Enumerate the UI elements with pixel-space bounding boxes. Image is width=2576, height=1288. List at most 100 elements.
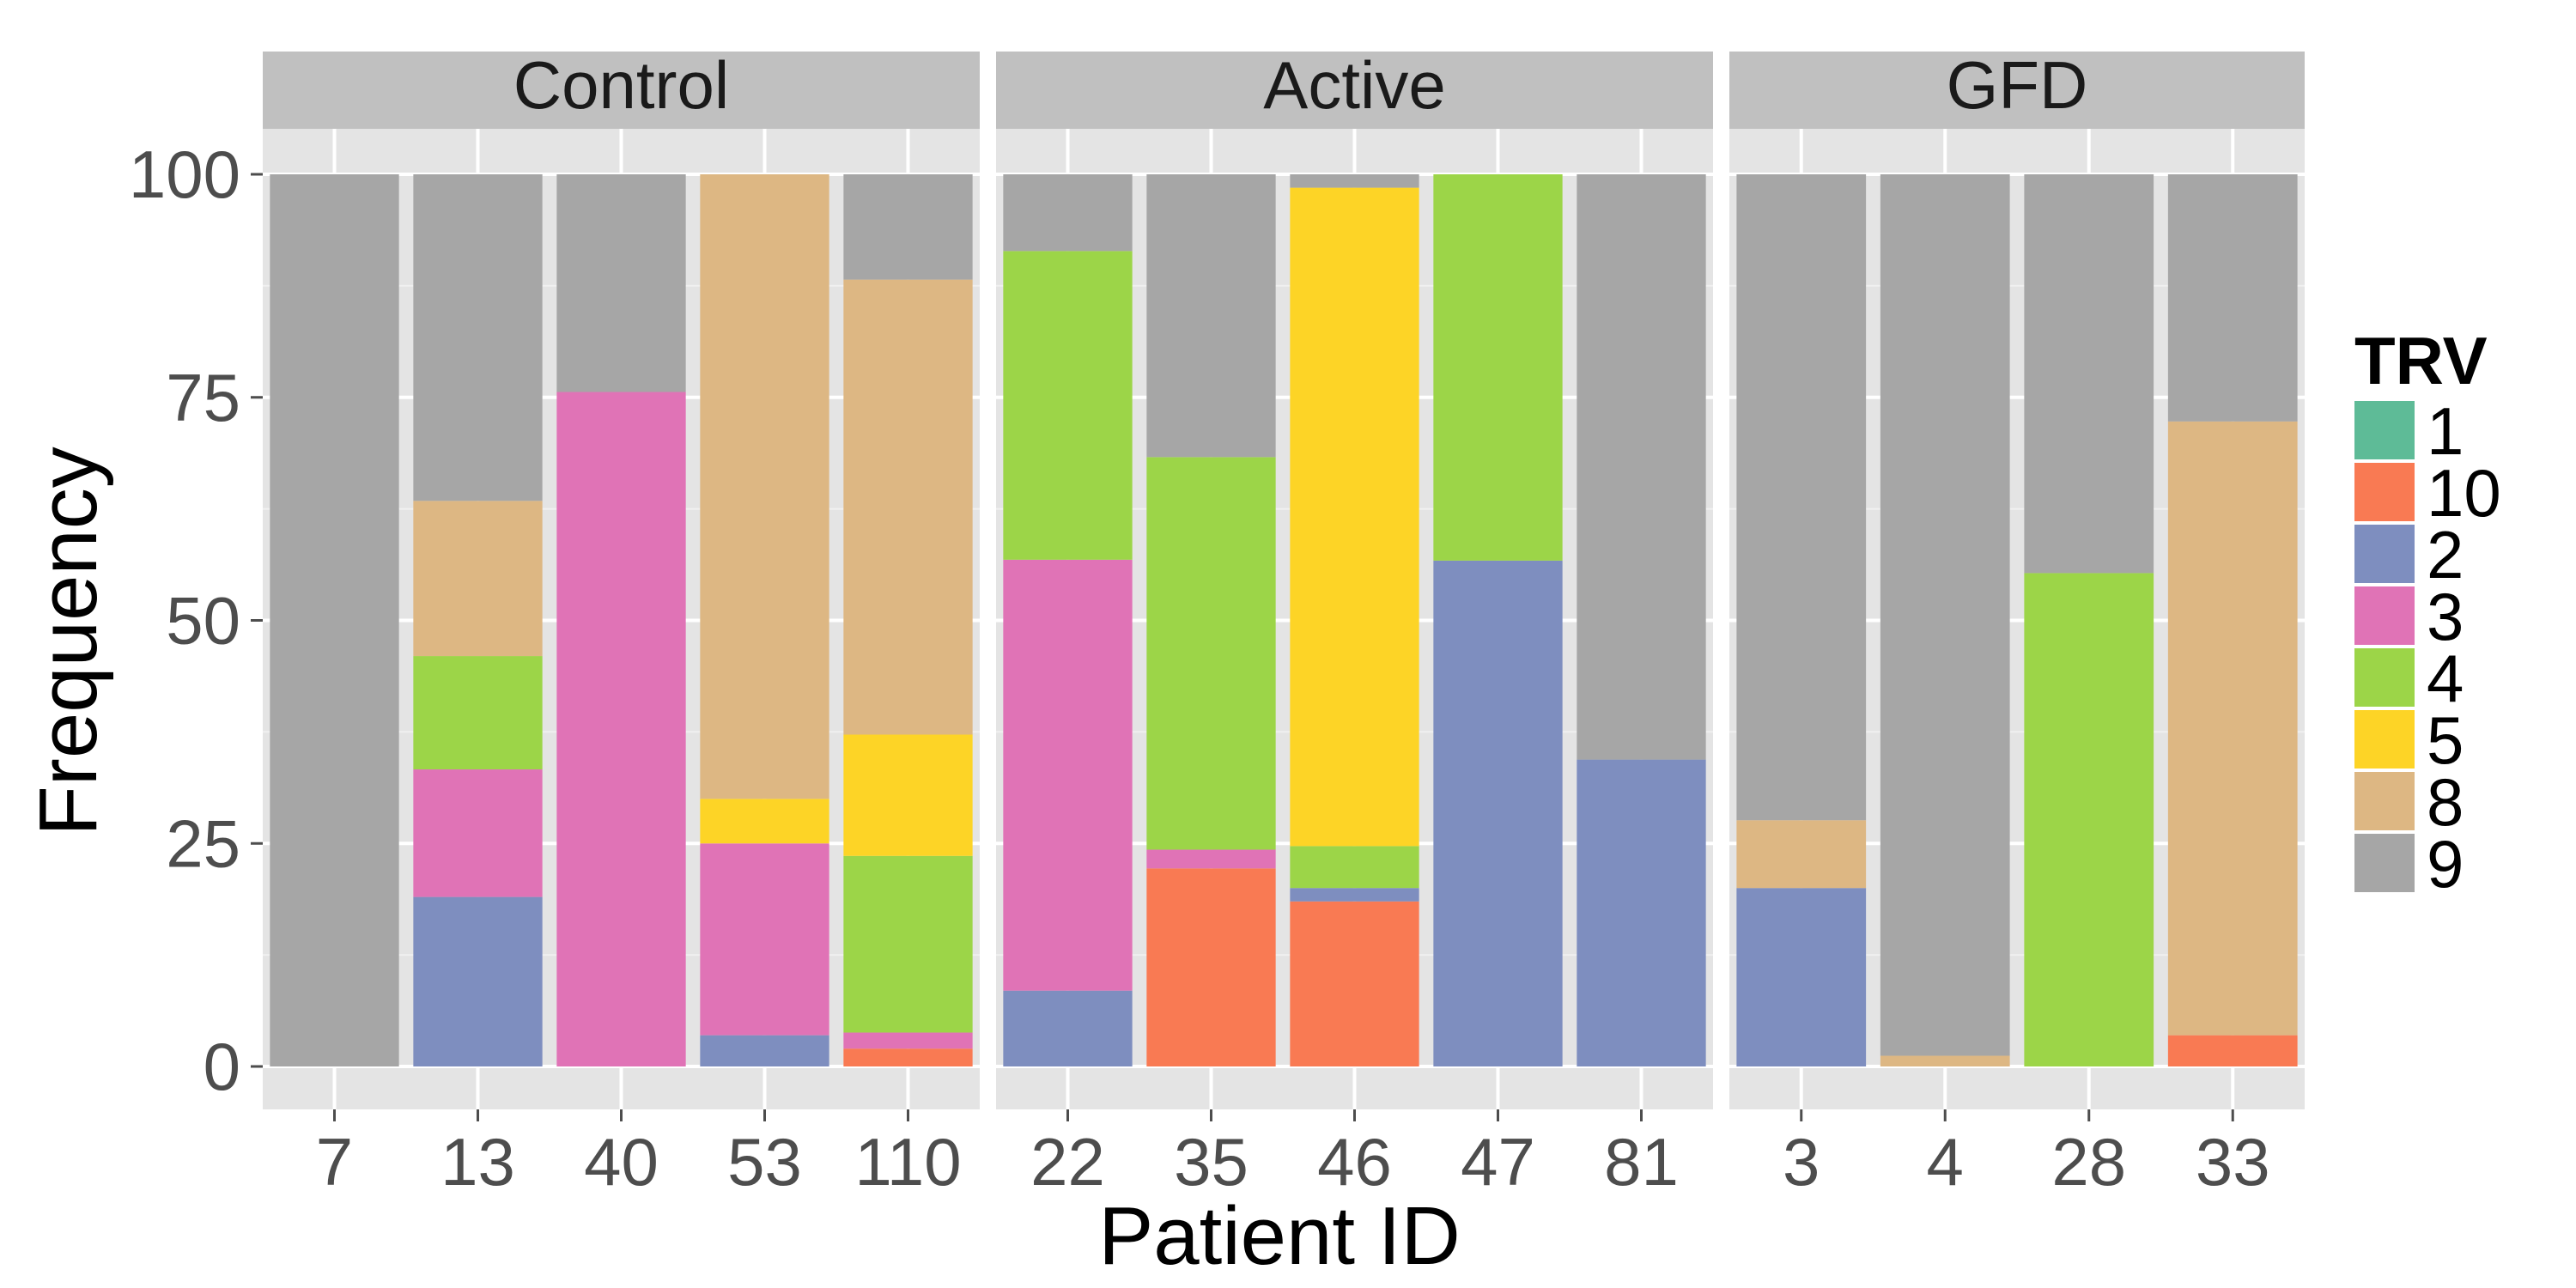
bar-segment-trv-8 [700, 174, 829, 799]
facet-panel-control: Control 7 13 40 53 110 [263, 47, 980, 1200]
facet-panel-gfd: GFD 3 4 28 33 [1729, 47, 2305, 1200]
x-tick-label: 28 [2051, 1124, 2126, 1200]
bar-stack-110 [843, 174, 973, 1066]
bar-segment-trv-10 [1146, 868, 1276, 1066]
bar-segment-trv-9 [1003, 174, 1133, 252]
bar-segment-trv-3 [413, 769, 543, 897]
bar-stack-22 [1003, 174, 1133, 1066]
bar-segment-trv-9 [1880, 174, 2010, 1056]
bar-stack-4 [1880, 174, 2010, 1066]
y-tick-label: 50 [166, 583, 240, 659]
bar-stack-33 [2167, 174, 2298, 1066]
facet-panel-active: Active 22 35 46 47 81 [996, 47, 1713, 1200]
bar-segment-trv-8 [843, 279, 973, 735]
bar-stack-3 [1736, 174, 1867, 1066]
bar-stack-40 [556, 174, 686, 1066]
x-tick-label: 81 [1604, 1124, 1679, 1200]
x-tick-label: 40 [584, 1124, 659, 1200]
facet-panels: Control 7 13 40 53 110 Active 22 35 46 47 81 GFD 3 4 28… [263, 47, 2305, 1200]
legend-key [2354, 463, 2415, 521]
bar-segment-trv-5 [700, 799, 829, 844]
bar-stack-13 [413, 174, 543, 1066]
legend-key [2354, 772, 2415, 830]
legend-key [2354, 710, 2415, 769]
x-tick-label: 33 [2196, 1124, 2270, 1200]
bar-segment-trv-4 [1146, 457, 1276, 850]
bar-segment-trv-8 [413, 501, 543, 657]
x-tick-label: 3 [1783, 1124, 1820, 1200]
bar-stack-46 [1290, 174, 1419, 1066]
bar-segment-trv-9 [2024, 174, 2154, 574]
legend-key [2354, 401, 2415, 459]
bar-segment-trv-9 [1736, 174, 1867, 821]
legend-item-5: 5 [2354, 702, 2464, 778]
bar-segment-trv-10 [843, 1048, 973, 1066]
bar-stack-53 [700, 174, 829, 1066]
legend-item-8: 8 [2354, 764, 2464, 840]
bar-segment-trv-9 [413, 174, 543, 501]
bar-segment-trv-2 [1290, 888, 1419, 902]
legend-label: 10 [2427, 455, 2501, 531]
y-tick-label: 0 [204, 1029, 240, 1104]
legend-label: 4 [2427, 641, 2464, 716]
bar-segment-trv-8 [1880, 1055, 2010, 1066]
y-axis: 0 25 50 75 100 [129, 137, 263, 1104]
bar-segment-trv-3 [843, 1032, 973, 1049]
bar-segment-trv-2 [700, 1035, 829, 1066]
legend-label: 1 [2427, 393, 2464, 469]
x-tick-label: 35 [1174, 1124, 1249, 1200]
legend-label: 9 [2427, 826, 2464, 902]
bar-segment-trv-2 [1003, 990, 1133, 1066]
bar-segment-trv-4 [1290, 846, 1419, 889]
x-tick-label: 4 [1927, 1124, 1964, 1200]
bar-segment-trv-3 [1146, 849, 1276, 869]
legend-label: 3 [2427, 579, 2464, 654]
legend-key [2354, 525, 2415, 583]
legend-key [2354, 586, 2415, 645]
bar-segment-trv-2 [413, 896, 543, 1066]
bar-segment-trv-10 [1290, 901, 1419, 1066]
x-tick-label: 7 [316, 1124, 353, 1200]
legend-item-4: 4 [2354, 641, 2464, 716]
x-tick-label: 53 [727, 1124, 802, 1200]
bar-segment-trv-9 [843, 174, 973, 280]
bar-stack-81 [1577, 174, 1706, 1066]
facet-strip-label: Control [513, 47, 729, 123]
y-axis-title: Frequency [22, 447, 114, 836]
y-tick-label: 25 [166, 805, 240, 881]
bar-segment-trv-9 [1146, 174, 1276, 458]
bar-segment-trv-4 [2024, 573, 2154, 1066]
bar-segment-trv-10 [2167, 1035, 2298, 1066]
facet-strip [263, 52, 980, 129]
x-tick-label: 13 [440, 1124, 515, 1200]
bar-segment-trv-9 [1577, 174, 1706, 760]
bar-segment-trv-8 [1736, 820, 1867, 889]
bar-stack-47 [1433, 174, 1563, 1066]
bar-stack-7 [270, 174, 399, 1066]
bar-segment-trv-2 [1433, 560, 1563, 1066]
facet-strip-label: Active [1263, 47, 1445, 123]
x-tick-label: 47 [1461, 1124, 1535, 1200]
x-axis-title: Patient ID [1098, 1190, 1461, 1282]
facet-strip-label: GFD [1947, 47, 2088, 123]
bar-stack-28 [2024, 174, 2154, 1066]
legend-label: 2 [2427, 517, 2464, 592]
bar-segment-trv-4 [843, 855, 973, 1033]
bar-segment-trv-4 [413, 656, 543, 770]
bar-segment-trv-9 [270, 174, 399, 1066]
bar-segment-trv-9 [2167, 174, 2298, 422]
facet-strip [996, 52, 1713, 129]
bar-segment-trv-2 [1577, 759, 1706, 1066]
bar-segment-trv-4 [1433, 174, 1563, 561]
bar-segment-trv-5 [843, 734, 973, 856]
bar-segment-trv-9 [556, 174, 686, 392]
x-tick-label: 110 [854, 1124, 961, 1200]
legend-item-10: 10 [2354, 455, 2501, 531]
bar-segment-trv-2 [1736, 888, 1867, 1066]
legend-item-3: 3 [2354, 579, 2464, 654]
legend-item-1: 1 [2354, 393, 2464, 469]
bar-segment-trv-5 [1290, 187, 1419, 847]
bar-segment-trv-3 [700, 843, 829, 1036]
legend-item-2: 2 [2354, 517, 2464, 592]
